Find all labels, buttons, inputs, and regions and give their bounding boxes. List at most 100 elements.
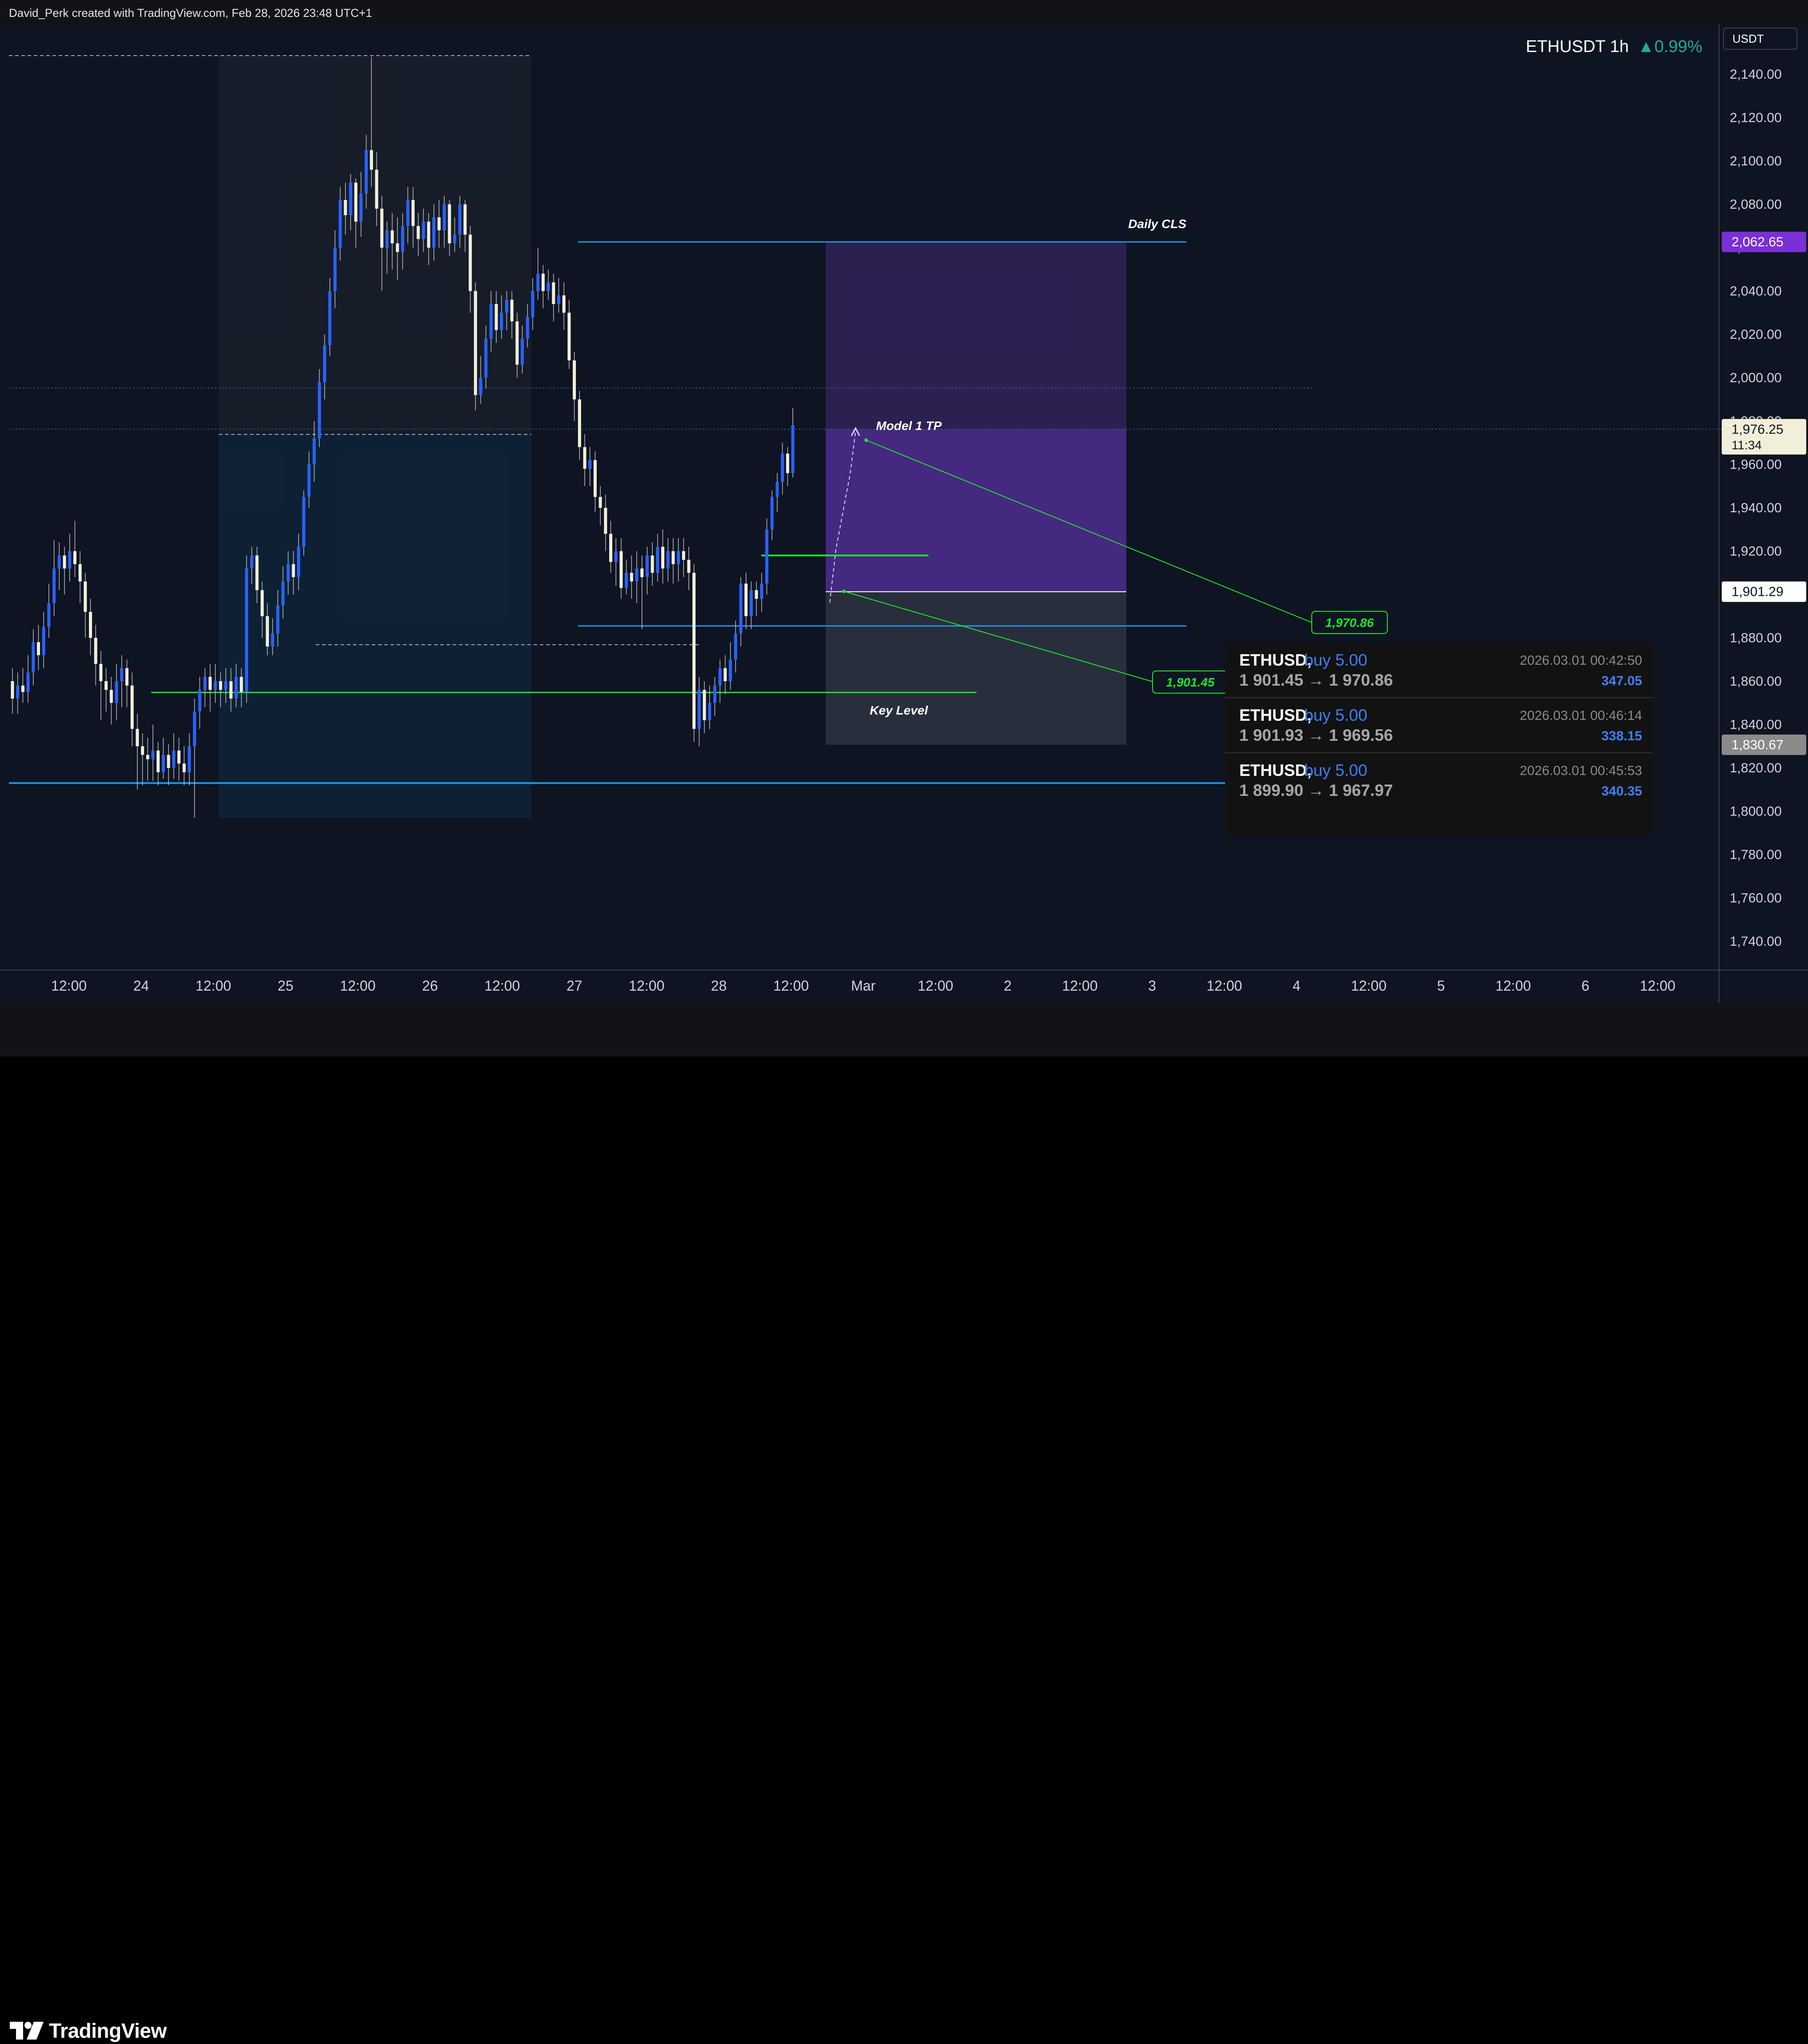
candle-body bbox=[26, 672, 30, 692]
callout-box-2[interactable]: 1,901.45 bbox=[1152, 671, 1229, 694]
model-tp-label: Model 1 TP bbox=[876, 419, 942, 433]
candle-body bbox=[494, 304, 498, 330]
candle-body bbox=[458, 204, 462, 235]
candle-body bbox=[229, 681, 233, 699]
candle-body bbox=[583, 447, 587, 469]
candle-body bbox=[16, 685, 20, 699]
candle-body bbox=[505, 300, 508, 313]
candle-body bbox=[749, 590, 753, 616]
price-tag-label: 2,062.65 bbox=[1732, 235, 1784, 249]
candle-body bbox=[370, 150, 373, 170]
price-tick-label: 2,040.00 bbox=[1730, 284, 1782, 299]
price-tick-label: 2,120.00 bbox=[1730, 111, 1782, 125]
candle-body bbox=[406, 200, 410, 226]
callout-box-1[interactable]: 1,970.86 bbox=[1311, 611, 1388, 634]
position-profit-highlight bbox=[826, 429, 1126, 592]
price-tick-label: 1,800.00 bbox=[1730, 804, 1782, 819]
candle-body bbox=[536, 273, 540, 291]
time-tick-label: 5 bbox=[1437, 978, 1445, 994]
candle-body bbox=[578, 399, 581, 447]
price-tick-label: 1,880.00 bbox=[1730, 631, 1782, 646]
time-tick-label: 12:00 bbox=[629, 978, 664, 994]
candle-body bbox=[625, 573, 628, 588]
trade-row[interactable]: ETHUSD,buy 5.00 1 901.93 → 1 969.56 2026.0… bbox=[1225, 697, 1653, 744]
position-stop-zone[interactable] bbox=[826, 591, 1126, 745]
time-axis[interactable]: 12:00 24 12:00 25 12:00 26 12:00 27 12:00 28 12:00… bbox=[51, 978, 1675, 994]
candle-body bbox=[333, 248, 337, 291]
symbol-interval: ETHUSDT 1h bbox=[1526, 37, 1629, 56]
trade-time: 2026.03.01 00:46:14 bbox=[1520, 708, 1642, 723]
price-tag-countdown: 11:34 bbox=[1732, 438, 1762, 452]
candle-body bbox=[146, 755, 149, 759]
candle-body bbox=[52, 568, 56, 603]
price-tag: 1,901.29 bbox=[1722, 581, 1806, 602]
price-tick-label: 2,020.00 bbox=[1730, 327, 1782, 342]
candle-body bbox=[219, 681, 222, 690]
candle-body bbox=[453, 234, 456, 244]
candle-body bbox=[427, 221, 430, 248]
trade-profit: 347.05 bbox=[1601, 674, 1642, 688]
candles-layer bbox=[11, 57, 795, 818]
candle-body bbox=[359, 193, 363, 222]
candle-body bbox=[265, 616, 269, 647]
candle-body bbox=[338, 200, 342, 248]
candle-body bbox=[42, 627, 45, 655]
candle-body bbox=[188, 746, 191, 772]
candle-body bbox=[411, 200, 415, 226]
candle-body bbox=[573, 360, 576, 400]
candle-body bbox=[240, 677, 243, 692]
time-tick-label: 28 bbox=[711, 978, 727, 994]
candle-body bbox=[323, 345, 326, 382]
candle-body bbox=[770, 497, 774, 530]
callout-value-1: 1,970.86 bbox=[1326, 616, 1374, 630]
candle-body bbox=[380, 209, 384, 248]
symbol-legend: ETHUSDT 1h ▲0.99% bbox=[1526, 37, 1702, 56]
candle-body bbox=[182, 763, 186, 772]
candle-body bbox=[375, 169, 378, 209]
candle-body bbox=[666, 551, 670, 569]
time-tick-label: 6 bbox=[1582, 978, 1590, 994]
price-axis[interactable]: USDT 2,140.00 2,120.00 2,100.00 2,080.00 2,0… bbox=[1723, 28, 1797, 949]
trade-prices: 1 901.93 → 1 969.56 bbox=[1239, 726, 1393, 744]
price-tick-label: 1,920.00 bbox=[1730, 544, 1782, 559]
candle-body bbox=[32, 642, 35, 673]
price-chart[interactable]: 1,970.86 1,901.45 Daily CLS Model 1 TP K… bbox=[0, 24, 1808, 1003]
candle-body bbox=[157, 751, 160, 772]
candle-body bbox=[37, 642, 40, 655]
candle-body bbox=[422, 221, 425, 239]
candle-body bbox=[47, 603, 51, 627]
candle-body bbox=[250, 555, 253, 569]
trade-profit: 338.15 bbox=[1601, 729, 1642, 743]
tradingview-logo[interactable]: TradingView bbox=[10, 2017, 167, 2044]
candle-body bbox=[739, 583, 743, 634]
candle-body bbox=[104, 681, 108, 690]
candle-body bbox=[234, 677, 238, 699]
candle-body bbox=[593, 460, 597, 497]
candle-body bbox=[708, 703, 711, 720]
candle-body bbox=[198, 690, 201, 712]
candle-body bbox=[609, 534, 612, 562]
candle-body bbox=[604, 508, 607, 534]
candle-body bbox=[677, 551, 680, 564]
candle-body bbox=[281, 581, 285, 606]
candle-body bbox=[775, 482, 779, 497]
trade-side: buy 5.00 bbox=[1304, 651, 1367, 669]
candle-body bbox=[130, 685, 134, 729]
candle-body bbox=[109, 690, 113, 703]
candle-body bbox=[73, 551, 76, 564]
chart-credit: David_Perk created with TradingView.com,… bbox=[9, 6, 372, 20]
trade-row[interactable]: ETHUSD,buy 5.00 1 901.45 → 1 970.86 2026.0… bbox=[1239, 651, 1642, 689]
candle-body bbox=[271, 633, 274, 647]
currency-button[interactable]: USDT bbox=[1723, 28, 1797, 50]
trade-row[interactable]: ETHUSD,buy 5.00 1 899.90 → 1 967.97 2026.0… bbox=[1225, 752, 1653, 799]
candle-body bbox=[354, 182, 358, 222]
candle-body bbox=[703, 690, 706, 720]
price-tag-label: 1,976.25 bbox=[1732, 422, 1784, 437]
candle-body bbox=[656, 546, 659, 573]
candle-body bbox=[261, 590, 264, 616]
candle-body bbox=[697, 690, 701, 729]
candle-body bbox=[557, 295, 560, 304]
candle-body bbox=[448, 204, 451, 244]
callout-line-2 bbox=[844, 591, 1153, 682]
